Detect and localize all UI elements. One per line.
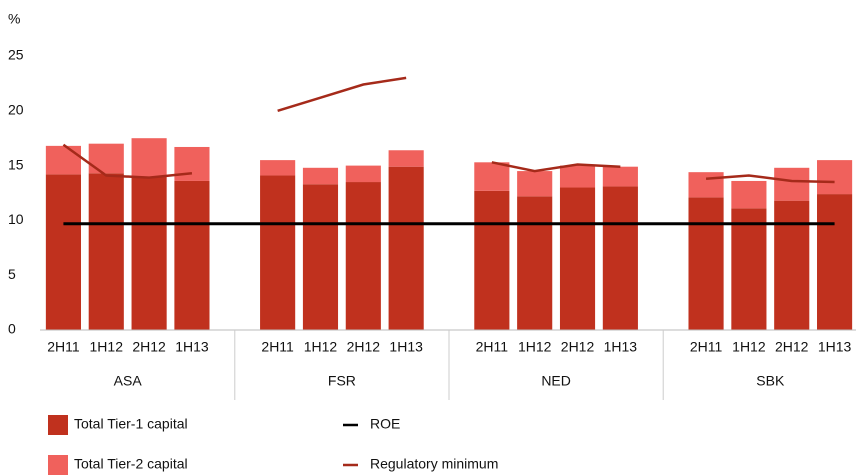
y-tick-label: 15 (8, 156, 24, 172)
x-tick-label: 2H11 (476, 339, 509, 355)
x-tick-label: 1H13 (604, 339, 638, 355)
bar (345, 165, 381, 183)
bar (774, 167, 810, 201)
bar (45, 145, 81, 175)
x-tick-label: 1H12 (304, 339, 338, 355)
line (277, 76, 407, 112)
bar (731, 180, 767, 209)
bar (45, 174, 81, 330)
y-tick-label: 10 (8, 211, 24, 227)
bar (517, 196, 553, 330)
x-tick-label: 2H11 (690, 339, 723, 355)
bar (474, 162, 510, 191)
y-tick-label: 0 (8, 321, 16, 337)
bar (774, 200, 810, 330)
x-tick-label: 1H12 (518, 339, 552, 355)
y-tick-label: 20 (8, 102, 24, 118)
bar (388, 150, 424, 167)
x-tick-label: 1H13 (818, 339, 852, 355)
bar (559, 187, 596, 330)
line (62, 143, 193, 179)
bar (602, 186, 638, 330)
bar (88, 143, 124, 174)
group-label: FSR (328, 373, 356, 389)
y-axis-label: % (8, 11, 20, 27)
legend-swatch (48, 455, 68, 475)
bar (302, 184, 339, 330)
x-tick-label: 2H12 (132, 339, 166, 355)
bar (131, 176, 167, 330)
bar (602, 166, 638, 187)
bar (688, 172, 724, 198)
bar (345, 182, 381, 330)
bar (260, 160, 296, 176)
line (491, 161, 621, 173)
bar (302, 167, 339, 185)
bar (174, 180, 210, 330)
x-tick-label: 2H12 (561, 339, 595, 355)
bar (174, 146, 210, 181)
bar (388, 166, 424, 330)
bar (559, 165, 596, 188)
bar (817, 160, 853, 195)
x-tick-label: 1H12 (732, 339, 766, 355)
x-tick-label: 2H12 (775, 339, 809, 355)
legend-label: Regulatory minimum (370, 456, 498, 472)
bar (731, 208, 767, 330)
y-tick-label: 25 (8, 47, 24, 63)
bar (517, 171, 553, 197)
x-tick-label: 1H13 (389, 339, 423, 355)
x-tick-label: 2H11 (261, 339, 294, 355)
bar (131, 138, 167, 177)
x-tick-label: 1H13 (175, 339, 209, 355)
bar (88, 173, 124, 330)
bar (688, 197, 724, 330)
x-tick-label: 1H12 (90, 339, 124, 355)
group-label: SBK (756, 373, 785, 389)
legend-label: ROE (370, 416, 400, 432)
line (705, 174, 835, 184)
bar (260, 175, 296, 330)
x-tick-label: 2H11 (47, 339, 80, 355)
group-label: ASA (114, 373, 143, 389)
bar (474, 190, 510, 330)
legend-label: Total Tier-1 capital (74, 416, 188, 432)
group-label: NED (541, 373, 571, 389)
x-tick-label: 2H12 (347, 339, 381, 355)
legend-label: Total Tier-2 capital (74, 456, 188, 472)
legend-swatch (48, 415, 68, 435)
bar (817, 194, 853, 330)
y-tick-label: 5 (8, 266, 16, 282)
